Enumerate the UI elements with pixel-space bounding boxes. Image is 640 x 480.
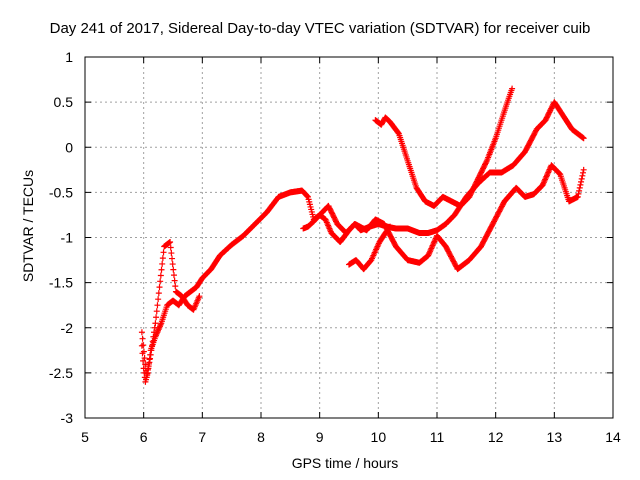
data-point [154,302,161,309]
data-point [153,308,160,315]
y-axis-label: SDTVAR / TECUs [20,169,36,283]
data-point [152,320,159,327]
data-point [155,290,162,297]
data-point [158,266,165,273]
x-tick-label: 7 [198,429,206,445]
data-point [576,184,583,191]
y-tick-label: 1 [65,49,73,65]
data-point [196,293,203,300]
data-point [139,335,146,342]
x-axis-label: GPS time / hours [291,455,399,471]
data-point [167,244,174,251]
series-track-3 [300,162,587,273]
y-tick-label: -2.5 [49,365,73,381]
data-point [160,249,167,256]
series-track-5 [372,85,516,209]
y-tick-label: -1.5 [49,275,73,291]
data-point [580,169,587,176]
data-point [140,342,147,349]
plot-frame [84,56,614,419]
data-point [171,277,178,284]
axis-ticks [84,56,614,419]
data-point [509,85,516,92]
x-tick-label: 8 [257,429,265,445]
data-point [157,278,164,285]
data-point [169,255,176,262]
data-point [169,261,176,268]
data-point [140,357,147,364]
data-point [576,187,583,194]
y-tick-labels: -3 -2.5 -2 -1.5 -1 -0.5 0 0.5 1 [49,49,73,426]
data-point [386,224,393,231]
x-tick-label: 14 [605,429,621,445]
x-tick-label: 6 [140,429,148,445]
x-tick-label: 13 [547,429,563,445]
data-point [555,170,562,177]
x-tick-label: 11 [430,429,445,445]
data-point [577,181,584,188]
data-point [138,342,145,349]
data-point [156,284,163,291]
y-tick-label: -0.5 [49,184,73,200]
data-point [170,266,177,273]
x-tick-label: 9 [316,429,324,445]
y-tick-label: 0.5 [54,94,74,110]
chart-title: Day 241 of 2017, Sidereal Day-to-day VTE… [49,20,591,37]
data-point [578,178,585,185]
data-point [139,350,146,357]
data-point [387,223,394,230]
data-point [304,193,311,200]
data-point [483,159,490,166]
data-points [138,85,587,385]
x-tick-labels: 5 6 7 8 9 10 11 12 13 14 [81,429,621,445]
data-point [578,175,585,182]
y-tick-label: -3 [61,410,74,426]
data-point [170,272,177,279]
data-point [155,296,162,303]
y-tick-label: 0 [65,139,73,155]
data-point [580,166,587,173]
data-point [157,272,164,279]
data-point [168,250,175,257]
data-point [575,190,582,197]
y-tick-label: -1 [61,230,74,246]
data-point [159,260,166,267]
x-tick-label: 12 [488,429,504,445]
grid-lines [85,57,613,418]
data-point [395,129,402,136]
data-point [142,361,149,368]
data-point [580,135,587,142]
data-point [574,193,581,200]
data-point [172,283,179,290]
data-point [138,329,145,336]
series-track-2 [138,99,587,385]
series-track-4 [346,223,394,273]
y-tick-label: -2 [61,320,74,336]
data-point [167,239,174,246]
x-tick-label: 10 [371,429,387,445]
data-point [159,255,166,262]
x-tick-label: 5 [81,429,89,445]
data-point [579,172,586,179]
data-point [153,314,160,321]
